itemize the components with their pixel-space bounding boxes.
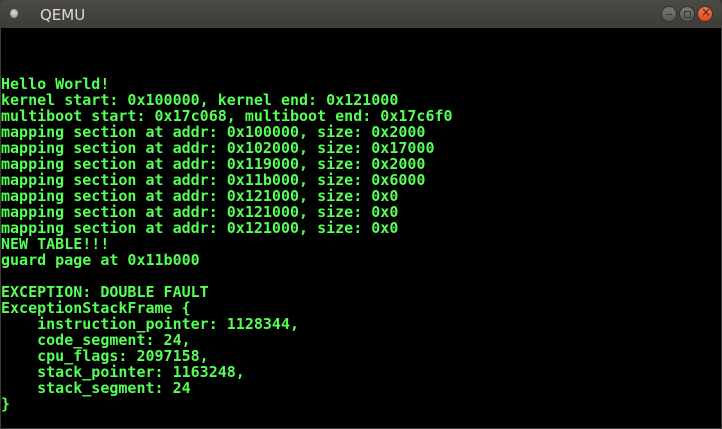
console-line (1, 44, 721, 60)
console-line: cpu_flags: 2097158, (1, 347, 209, 365)
app-icon (10, 9, 18, 18)
console-line: NEW TABLE!!! (1, 235, 110, 253)
title-bar[interactable]: QEMU (0, 0, 722, 28)
console-line (1, 412, 721, 428)
console-line: stack_pointer: 1163248, (1, 363, 245, 381)
console-line: ExceptionStackFrame { (1, 299, 191, 317)
vga-text-screen[interactable]: Hello World! kernel start: 0x100000, kern… (1, 28, 721, 428)
maximize-icon (680, 7, 694, 21)
console-line: mapping section at addr: 0x119000, size:… (1, 155, 426, 173)
window-title: QEMU (40, 6, 86, 24)
console-line: mapping section at addr: 0x11b000, size:… (1, 171, 426, 189)
console-line: kernel start: 0x100000, kernel end: 0x12… (1, 91, 399, 109)
console-line: mapping section at addr: 0x121000, size:… (1, 203, 399, 221)
console-line: } (1, 395, 11, 413)
console-line: stack_segment: 24 (1, 379, 191, 397)
console-line: Hello World! (1, 75, 110, 93)
console-line: EXCEPTION: DOUBLE FAULT (1, 283, 209, 301)
console-line (1, 268, 721, 284)
console-line: mapping section at addr: 0x121000, size:… (1, 219, 399, 237)
console-line: multiboot start: 0x17c068, multiboot end… (1, 107, 453, 125)
maximize-button[interactable] (679, 6, 695, 22)
console-line: mapping section at addr: 0x121000, size:… (1, 187, 399, 205)
console-line: code_segment: 24, (1, 331, 191, 349)
console-line: guard page at 0x11b000 (1, 251, 200, 269)
console-line (1, 60, 721, 76)
console-line: mapping section at addr: 0x102000, size:… (1, 139, 435, 157)
console-line: mapping section at addr: 0x100000, size:… (1, 123, 426, 141)
close-icon (698, 5, 712, 21)
console-line (1, 28, 721, 44)
minimize-button[interactable] (661, 6, 677, 22)
close-button[interactable] (697, 5, 713, 22)
minimize-icon (662, 7, 676, 21)
console-line: instruction_pointer: 1128344, (1, 315, 300, 333)
